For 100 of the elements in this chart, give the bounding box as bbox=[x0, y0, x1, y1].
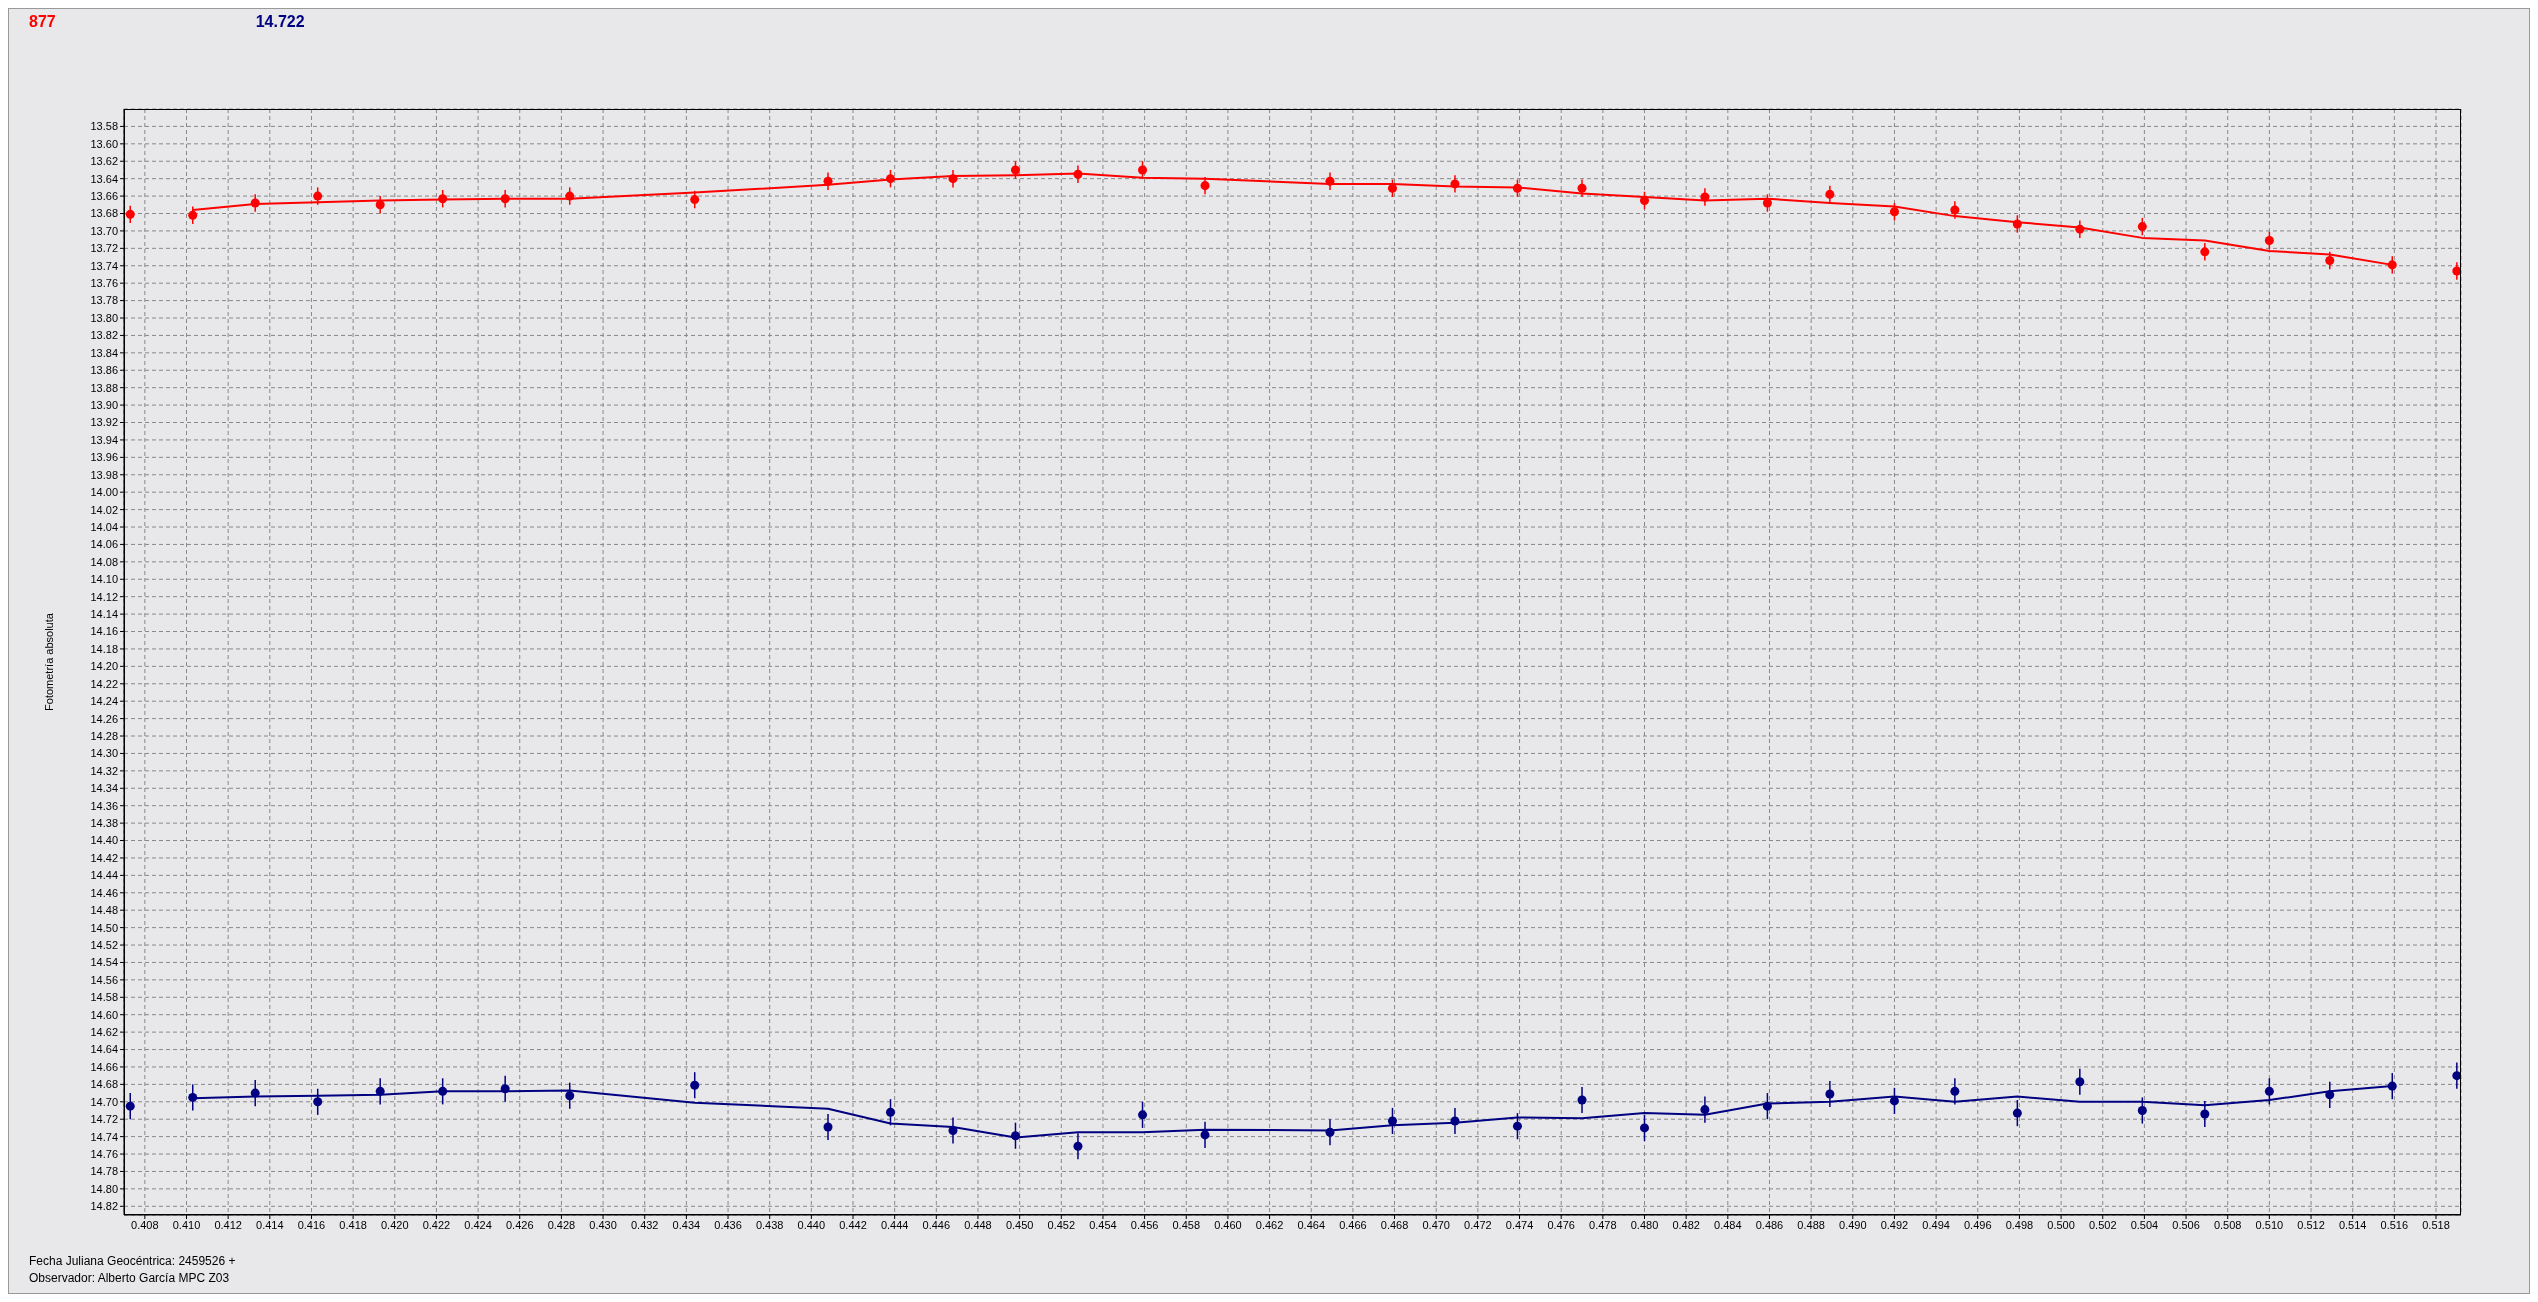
x-tick-label: 0.486 bbox=[1755, 1218, 1784, 1231]
y-tick-label: 14.12 bbox=[90, 590, 118, 603]
y-tick-label: 14.02 bbox=[90, 503, 118, 516]
x-tick-label: 0.464 bbox=[1297, 1218, 1326, 1231]
point bbox=[2325, 1090, 2335, 1100]
point bbox=[1138, 165, 1148, 175]
x-tick-label: 0.468 bbox=[1380, 1218, 1409, 1231]
y-tick-label: 14.66 bbox=[90, 1060, 118, 1073]
y-tick-label: 13.96 bbox=[90, 451, 118, 464]
x-tick-label: 0.458 bbox=[1172, 1218, 1201, 1231]
y-tick-label: 13.62 bbox=[90, 155, 118, 168]
y-tick-label: 14.38 bbox=[90, 817, 118, 830]
point bbox=[1950, 205, 1960, 215]
point bbox=[2200, 247, 2210, 257]
point bbox=[125, 209, 135, 219]
x-tick-label: 0.436 bbox=[714, 1218, 742, 1231]
point bbox=[2452, 266, 2461, 276]
y-tick-label: 14.20 bbox=[90, 660, 118, 673]
point bbox=[250, 198, 260, 208]
point bbox=[1639, 1123, 1650, 1133]
x-tick-label: 0.466 bbox=[1339, 1218, 1367, 1231]
x-tick-label: 0.414 bbox=[256, 1218, 284, 1231]
x-tick-label: 0.416 bbox=[297, 1218, 326, 1231]
point bbox=[1138, 1110, 1148, 1120]
y-tick-label: 14.50 bbox=[90, 921, 118, 934]
point bbox=[1200, 181, 1210, 191]
y-tick-label: 14.34 bbox=[90, 782, 118, 795]
y-tick-label: 13.82 bbox=[90, 329, 118, 342]
point bbox=[1387, 1116, 1397, 1126]
x-tick-label: 0.434 bbox=[672, 1218, 701, 1231]
point bbox=[1889, 1096, 1899, 1106]
point bbox=[948, 174, 958, 184]
y-axis-title: Fotometría absoluta bbox=[42, 612, 55, 711]
point bbox=[1825, 1089, 1835, 1099]
y-tick-label: 14.62 bbox=[90, 1026, 118, 1039]
y-tick-label: 14.56 bbox=[90, 973, 118, 986]
point bbox=[2387, 260, 2397, 270]
y-tick-label: 14.78 bbox=[90, 1165, 118, 1178]
y-tick-label: 14.60 bbox=[90, 1008, 118, 1021]
point bbox=[1700, 1105, 1710, 1115]
y-tick-label: 14.54 bbox=[90, 956, 118, 969]
x-tick-label: 0.494 bbox=[1922, 1218, 1950, 1231]
x-tick-label: 0.422 bbox=[422, 1218, 451, 1231]
y-tick-label: 13.60 bbox=[90, 137, 118, 150]
x-tick-label: 0.456 bbox=[1130, 1218, 1159, 1231]
text: Fecha Juliana Geocéntrica: 2459526 + bbox=[29, 1253, 236, 1270]
y-tick-label: 13.66 bbox=[90, 189, 118, 202]
point bbox=[375, 200, 385, 210]
point bbox=[313, 1097, 323, 1107]
x-tick-label: 0.500 bbox=[2047, 1218, 2075, 1231]
y-tick-label: 13.72 bbox=[90, 242, 118, 255]
y-tick-label: 13.68 bbox=[90, 207, 118, 220]
x-tick-label: 0.428 bbox=[547, 1218, 576, 1231]
y-tick-label: 14.04 bbox=[90, 520, 118, 533]
point bbox=[1950, 1086, 1960, 1096]
y-tick-label: 14.26 bbox=[90, 712, 118, 725]
x-tick-label: 0.482 bbox=[1672, 1218, 1700, 1231]
point bbox=[2325, 256, 2335, 266]
point bbox=[1450, 179, 1460, 189]
point bbox=[313, 191, 323, 201]
point bbox=[565, 1091, 575, 1101]
point bbox=[1889, 207, 1899, 217]
point bbox=[1577, 183, 1587, 193]
point bbox=[1577, 1095, 1587, 1105]
point bbox=[500, 194, 510, 204]
point bbox=[2137, 222, 2147, 232]
point bbox=[2012, 219, 2022, 229]
text: 877 bbox=[29, 13, 56, 31]
y-tick-label: 14.70 bbox=[90, 1095, 118, 1108]
y-tick-label: 13.90 bbox=[90, 399, 118, 411]
point bbox=[438, 1086, 448, 1096]
y-tick-label: 14.06 bbox=[90, 538, 118, 551]
point bbox=[690, 1080, 700, 1090]
point bbox=[2075, 224, 2085, 234]
y-tick-label: 14.76 bbox=[90, 1147, 118, 1160]
y-tick-label: 13.70 bbox=[90, 224, 118, 237]
y-tick-label: 13.98 bbox=[90, 468, 118, 481]
point bbox=[1073, 169, 1083, 179]
point bbox=[2264, 1086, 2274, 1096]
x-tick-label: 0.460 bbox=[1214, 1218, 1242, 1231]
x-tick-label: 0.426 bbox=[505, 1218, 534, 1231]
x-tick-label: 0.444 bbox=[880, 1218, 909, 1231]
y-tick-label: 14.10 bbox=[90, 573, 118, 586]
x-tick-label: 0.480 bbox=[1630, 1218, 1659, 1231]
point bbox=[2387, 1081, 2397, 1091]
y-tick-label: 14.58 bbox=[90, 991, 118, 1004]
y-tick-label: 13.84 bbox=[90, 346, 118, 359]
x-tick-label: 0.408 bbox=[131, 1218, 159, 1231]
point bbox=[125, 1101, 135, 1111]
y-tick-label: 14.64 bbox=[90, 1043, 118, 1056]
point bbox=[565, 191, 575, 201]
y-tick-label: 14.44 bbox=[90, 869, 118, 882]
y-tick-label: 14.68 bbox=[90, 1078, 118, 1091]
x-tick-label: 0.452 bbox=[1047, 1218, 1076, 1231]
x-tick-label: 0.450 bbox=[1005, 1218, 1034, 1231]
x-tick-label: 0.472 bbox=[1464, 1218, 1492, 1231]
point bbox=[188, 210, 198, 220]
x-tick-label: 0.454 bbox=[1089, 1218, 1117, 1231]
x-tick-label: 0.516 bbox=[2380, 1218, 2409, 1231]
y-tick-label: 14.28 bbox=[90, 729, 118, 742]
